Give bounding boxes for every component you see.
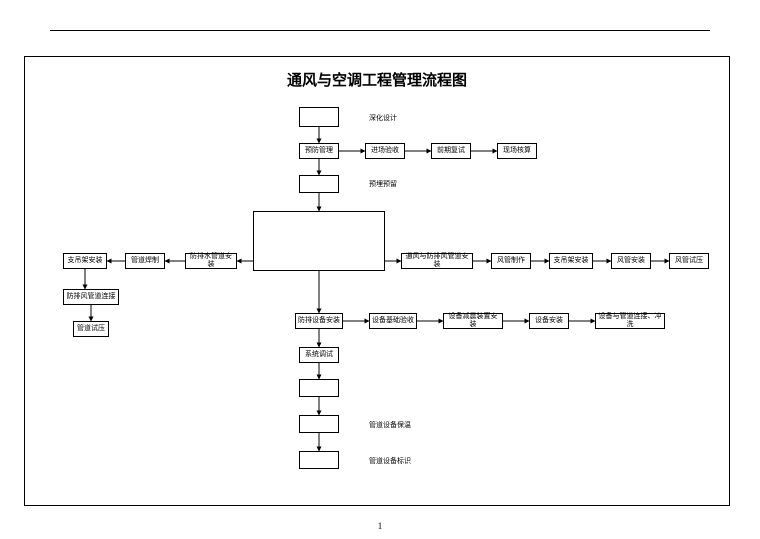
diagram-frame: 通风与空调工程管理流程图 预防管理进场验收前期复试现场核算支吊架安装管道焊制防排… <box>24 56 730 506</box>
flow-node-m5: 设备与管道连接、冲洗 <box>595 313 665 329</box>
flow-node-l5: 管道试压 <box>73 321 109 337</box>
flow-label-t3: 管道设备保温 <box>369 420 411 430</box>
flow-node-r3: 支吊架安装 <box>549 253 593 269</box>
flow-node-n5: 现场核算 <box>497 143 537 159</box>
flow-node-m1: 防排设备安装 <box>295 313 343 329</box>
flow-node-b3 <box>299 415 339 433</box>
flow-node-l2: 管道焊制 <box>125 253 165 269</box>
flow-node-n1 <box>299 107 339 127</box>
flow-node-b1: 系统调试 <box>299 347 339 363</box>
flow-label-t2: 预埋预留 <box>369 179 397 189</box>
diagram-title: 通风与空调工程管理流程图 <box>25 69 729 90</box>
page-number: 1 <box>0 521 760 531</box>
flow-node-r4: 风管安装 <box>611 253 651 269</box>
flow-node-m3: 设备减震装置安装 <box>443 313 503 329</box>
header-rule <box>50 30 710 31</box>
page: 通风与空调工程管理流程图 预防管理进场验收前期复试现场核算支吊架安装管道焊制防排… <box>0 0 760 539</box>
edges-layer <box>25 57 729 505</box>
flow-node-l3: 防排水管道安装 <box>185 253 237 269</box>
flow-node-m4: 设备安装 <box>529 313 569 329</box>
flow-node-b2 <box>299 379 339 397</box>
flow-node-n2: 预防管理 <box>299 143 339 159</box>
flow-node-l4: 防排风管道连接 <box>63 289 119 305</box>
flow-node-n4: 前期复试 <box>431 143 471 159</box>
flow-label-t1: 深化设计 <box>369 113 397 123</box>
flow-node-big <box>253 211 385 271</box>
flow-node-b4 <box>299 451 339 469</box>
flow-node-l1: 支吊架安装 <box>63 253 107 269</box>
flow-label-t4: 管道设备标识 <box>369 456 411 466</box>
flow-node-r1: 通风与防排风管道安装 <box>401 253 473 269</box>
flow-node-r5: 风管试压 <box>669 253 709 269</box>
flow-node-n6 <box>299 175 339 193</box>
flow-node-r2: 风管制作 <box>491 253 531 269</box>
flow-node-m2: 设备基础验收 <box>369 313 417 329</box>
flow-node-n3: 进场验收 <box>365 143 405 159</box>
